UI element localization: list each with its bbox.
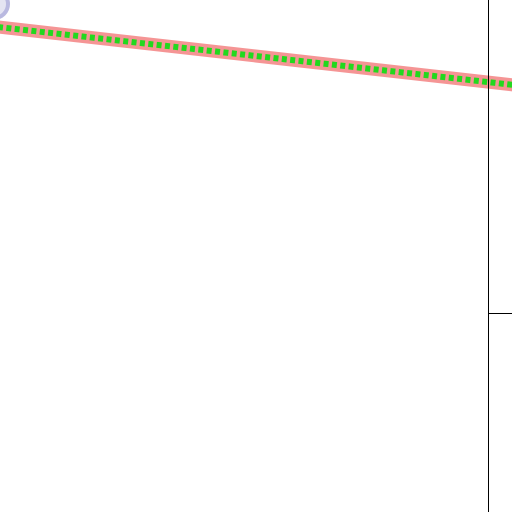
route-start-marker-halo (0, 0, 10, 19)
route-start-marker[interactable] (0, 0, 10, 19)
route-line[interactable] (0, 24, 512, 88)
